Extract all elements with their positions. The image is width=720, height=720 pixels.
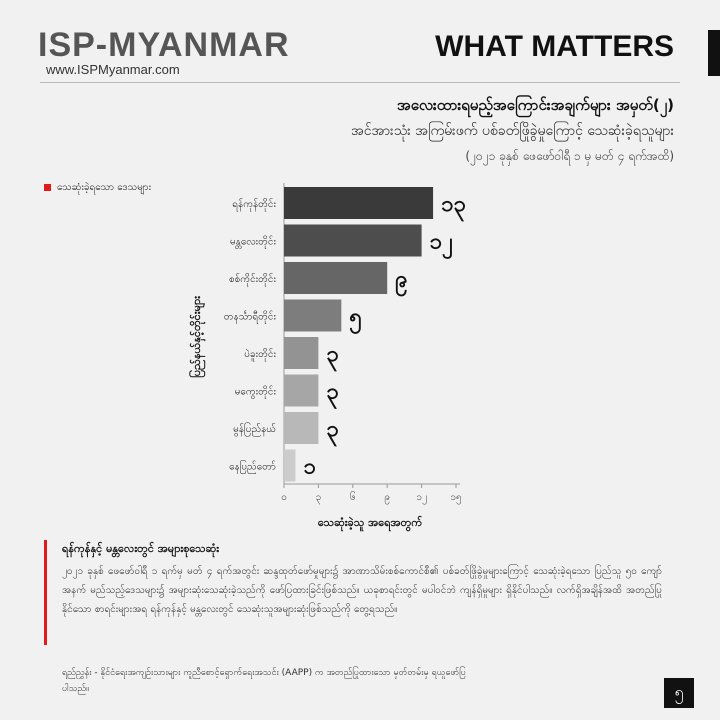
category-label: တနင်္သာရီတိုင်း bbox=[224, 310, 277, 325]
page-number: ၅ bbox=[664, 678, 694, 708]
section-title: WHAT MATTERS bbox=[435, 30, 674, 63]
value-label: ၃ bbox=[326, 417, 338, 447]
category-label: မွန်ပြည်နယ် bbox=[233, 421, 276, 437]
bar bbox=[284, 449, 296, 482]
note-title: ရန်ကုန်နှင့် မန္တလေးတွင် အများစုသေဆုံး bbox=[62, 542, 219, 555]
bar bbox=[284, 187, 434, 219]
chart-subtitle: အင်အားသုံး အကြမ်းဖက် ပစ်ခတ်ဖြိုခွဲမှုကြေ… bbox=[350, 123, 674, 139]
bar bbox=[284, 262, 388, 294]
note-body: ၂၀၂၁ ခုနှစ် ဖေဖော်ဝါရီ ၁ ရက်မှ မတ် ၄ ရက်… bbox=[62, 566, 662, 615]
edge-marker bbox=[708, 30, 720, 76]
category-label: စစ်ကိုင်းတိုင်း bbox=[229, 272, 276, 287]
x-axis-title: သေဆုံးခဲ့သူ အရေအတွက် bbox=[318, 515, 423, 532]
y-axis-title: ပြည်နယ်နှင့်တိုင်းများ bbox=[188, 295, 206, 378]
brand-logo: ISP-MYANMAR bbox=[38, 26, 290, 64]
value-label: ၁ bbox=[303, 455, 315, 480]
value-label: ၃ bbox=[326, 380, 338, 410]
category-label: မန္တလေးတိုင်း bbox=[230, 235, 277, 250]
source-note: ရည်ညွှန်း - နိုင်ငံရေးအကျဉ်းသားများ ကူညီ… bbox=[62, 668, 466, 694]
chart-title: အလေးထားရမည့်အကြောင်းအချက်များ အမှတ်(၂) bbox=[396, 96, 674, 114]
category-label: ရန်ကုန်တိုင်း bbox=[232, 197, 276, 212]
bar bbox=[284, 337, 319, 369]
x-tick-label: ၁၅ bbox=[450, 492, 461, 505]
value-label: ၃ bbox=[326, 342, 338, 372]
bar bbox=[284, 374, 319, 407]
note-accent-bar bbox=[44, 540, 47, 645]
date-range: (၂၀၂၁ ခုနှစ် ဖေဖော်ဝါရီ ၁ မှ မတ် ၄ ရက်အထ… bbox=[465, 149, 674, 163]
x-tick-label: ၁၂ bbox=[416, 492, 427, 505]
category-label: ပဲခူးတိုင်း bbox=[244, 347, 276, 362]
header-divider bbox=[40, 82, 680, 83]
x-tick-label: ၆ bbox=[350, 490, 356, 503]
x-tick-label: ၉ bbox=[384, 492, 390, 505]
value-label: ၉ bbox=[395, 267, 407, 297]
bar bbox=[284, 412, 319, 444]
bar bbox=[284, 299, 342, 332]
x-tick-label: ၃ bbox=[316, 492, 322, 505]
value-label: ၁၃ bbox=[441, 192, 466, 222]
value-label: ၁၂ bbox=[430, 230, 453, 260]
bar bbox=[284, 224, 422, 257]
website-url[interactable]: www.ISPMyanmar.com bbox=[46, 62, 180, 77]
legend: သေဆုံးခဲ့ရသော ဒေသများ bbox=[44, 180, 151, 195]
category-label: မကွေးတိုင်း bbox=[235, 385, 277, 400]
legend-swatch bbox=[44, 184, 51, 191]
category-label: နေပြည်တော် bbox=[229, 459, 276, 475]
legend-label: သေဆုံးခဲ့ရသော ဒေသများ bbox=[57, 182, 152, 193]
value-label: ၅ bbox=[349, 305, 361, 335]
x-tick-label: ၀ bbox=[281, 492, 287, 503]
